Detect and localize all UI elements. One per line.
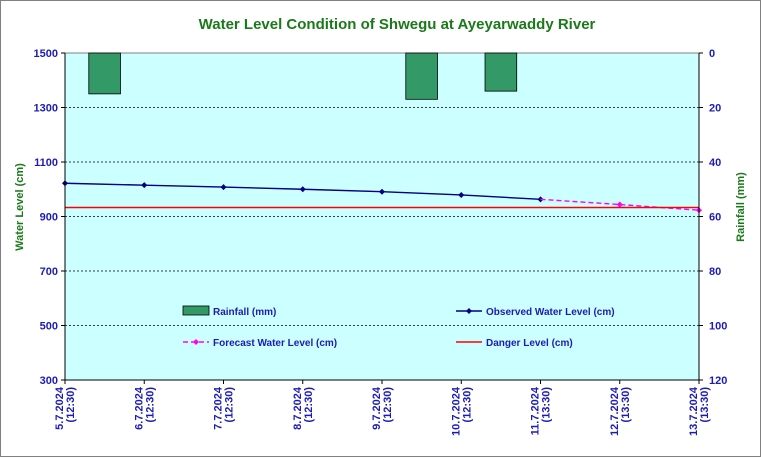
x-tick-label: 13.7.2024(13:30) xyxy=(688,386,711,436)
y2-tick-label: 20 xyxy=(709,103,721,115)
data-point-marker xyxy=(458,191,465,198)
x-tick-label: 9.7.2024(12:30) xyxy=(371,386,394,430)
data-point-marker xyxy=(220,184,227,191)
x-tick-label: 10.7.2024(12:30) xyxy=(450,386,473,436)
water-level-lines xyxy=(62,180,702,214)
y2-tick-label: 80 xyxy=(709,266,721,278)
y2-axis-label: Rainfall (mm) xyxy=(735,172,747,242)
y-tick-label: 700 xyxy=(40,266,58,278)
rainfall-bar xyxy=(484,52,518,92)
y-tick-label: 1300 xyxy=(34,103,58,115)
data-point-marker xyxy=(616,201,623,208)
rainfall-bar xyxy=(405,52,438,100)
gridlines xyxy=(65,107,699,326)
data-point-marker xyxy=(141,182,148,189)
x-tick-label: 6.7.2024(12:30) xyxy=(133,386,156,430)
legend-label: Observed Water Level (cm) xyxy=(486,307,615,318)
legend-marker xyxy=(466,308,472,314)
data-point-marker xyxy=(379,188,385,195)
y-tick-label: 300 xyxy=(40,375,58,387)
legend-label: Rainfall (mm) xyxy=(213,307,276,318)
x-tick-label: 8.7.2024(12:30) xyxy=(292,386,315,430)
legend-label: Forecast Water Level (cm) xyxy=(213,338,337,349)
legend-marker xyxy=(193,339,199,345)
y-tick-label: 1500 xyxy=(34,48,58,60)
legend: Rainfall (mm) Observed Water Level (cm) Fo… xyxy=(182,305,615,349)
y-axis-label: Water Level (cm) xyxy=(14,163,26,251)
y2-tick-label: 60 xyxy=(709,212,721,224)
legend-swatch xyxy=(182,305,210,316)
forecast-series-line xyxy=(540,198,700,211)
x-tick-label: 12.7.2024(13:30) xyxy=(609,386,632,436)
y2-tick-label: 40 xyxy=(709,157,721,169)
x-tick-label: 11.7.2024(13:30) xyxy=(530,386,553,435)
rainfall-bar xyxy=(88,52,121,95)
data-point-marker xyxy=(299,186,306,193)
y2-tick-label: 120 xyxy=(709,375,727,387)
axes: 300 500 700 900 1100 1300 1500 0 20 40 60 80 100 120 5… xyxy=(34,48,728,436)
y2-tick-label: 100 xyxy=(709,321,727,333)
y-tick-label: 1100 xyxy=(34,157,58,169)
y-tick-label: 900 xyxy=(40,212,58,224)
y2-tick-label: 0 xyxy=(709,48,715,60)
rainfall-bars xyxy=(88,52,518,100)
y-tick-label: 500 xyxy=(40,321,58,333)
x-tick-label: 5.7.2024(12:30) xyxy=(54,386,77,430)
chart-title: Water Level Condition of Shwegu at Ayeya… xyxy=(199,16,596,33)
legend-label: Danger Level (cm) xyxy=(486,338,573,349)
x-tick-label: 7.7.2024(12:30) xyxy=(213,386,236,430)
